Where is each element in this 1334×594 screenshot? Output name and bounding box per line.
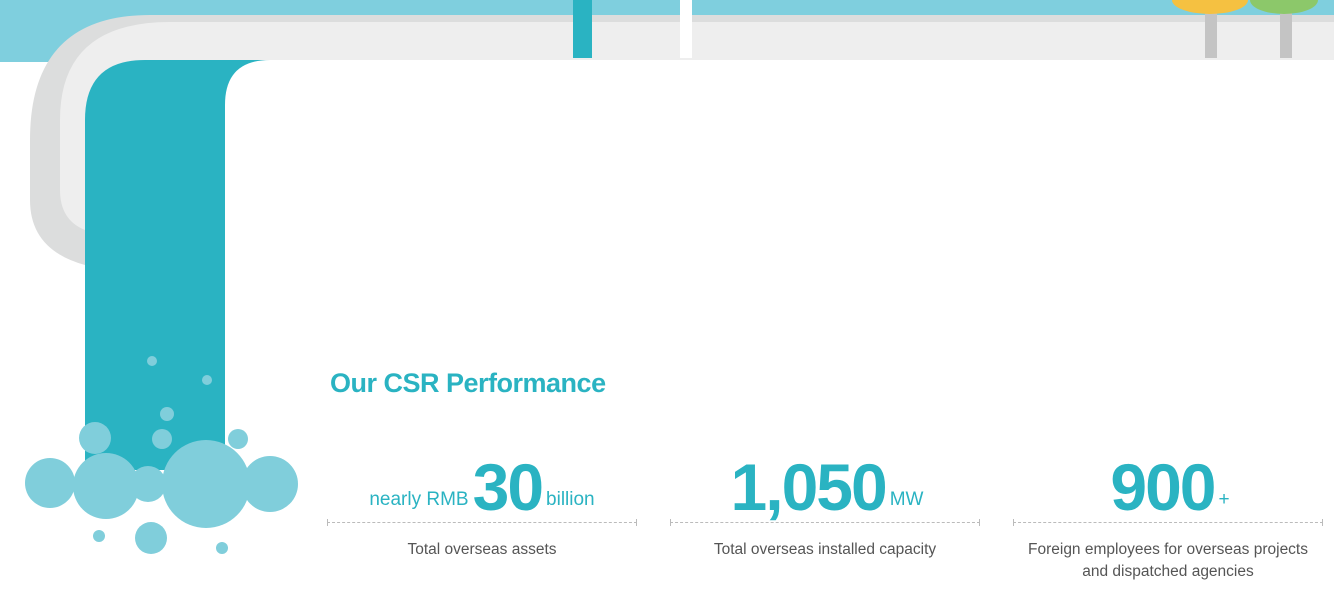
- pole: [1205, 0, 1217, 58]
- bubbles: [25, 356, 298, 554]
- section-heading: Our CSR Performance: [330, 368, 606, 398]
- pole: [1280, 0, 1292, 58]
- stat-figure: 1,050 MW: [670, 440, 980, 520]
- stat: nearly RMB 30 billion Total overseas ass…: [327, 440, 637, 561]
- white-panel: [225, 60, 1334, 594]
- stat-caption: Foreign employees for overseas projects …: [1028, 541, 1308, 580]
- stat-prefix: nearly RMB: [369, 489, 469, 510]
- stat-unit: +: [1218, 489, 1230, 510]
- stat-value: 30: [472, 450, 544, 524]
- stat-value: 900: [1110, 450, 1216, 524]
- green-tree: [1250, 0, 1318, 14]
- stat-figure: 900 +: [1013, 440, 1323, 520]
- white-post: [680, 0, 692, 58]
- stat-caption: Total overseas assets: [407, 541, 557, 558]
- stat-unit: MW: [889, 489, 924, 510]
- stat-caption: Total overseas installed capacity: [713, 541, 937, 558]
- dashed-rule: [1013, 519, 1323, 526]
- stat-value: 1,050: [730, 450, 888, 524]
- stat: 1,050 MW Total overseas installed capaci…: [670, 440, 980, 561]
- teal-waterfall: [85, 60, 270, 470]
- teal-post: [573, 0, 592, 58]
- dashed-rule: [327, 519, 637, 526]
- stat-unit: billion: [546, 489, 595, 510]
- stat: 900 + Foreign employees for overseas pro…: [1013, 440, 1323, 583]
- yellow-tree: [1172, 0, 1248, 14]
- stat-figure: nearly RMB 30 billion: [327, 440, 637, 520]
- dashed-rule: [670, 519, 980, 526]
